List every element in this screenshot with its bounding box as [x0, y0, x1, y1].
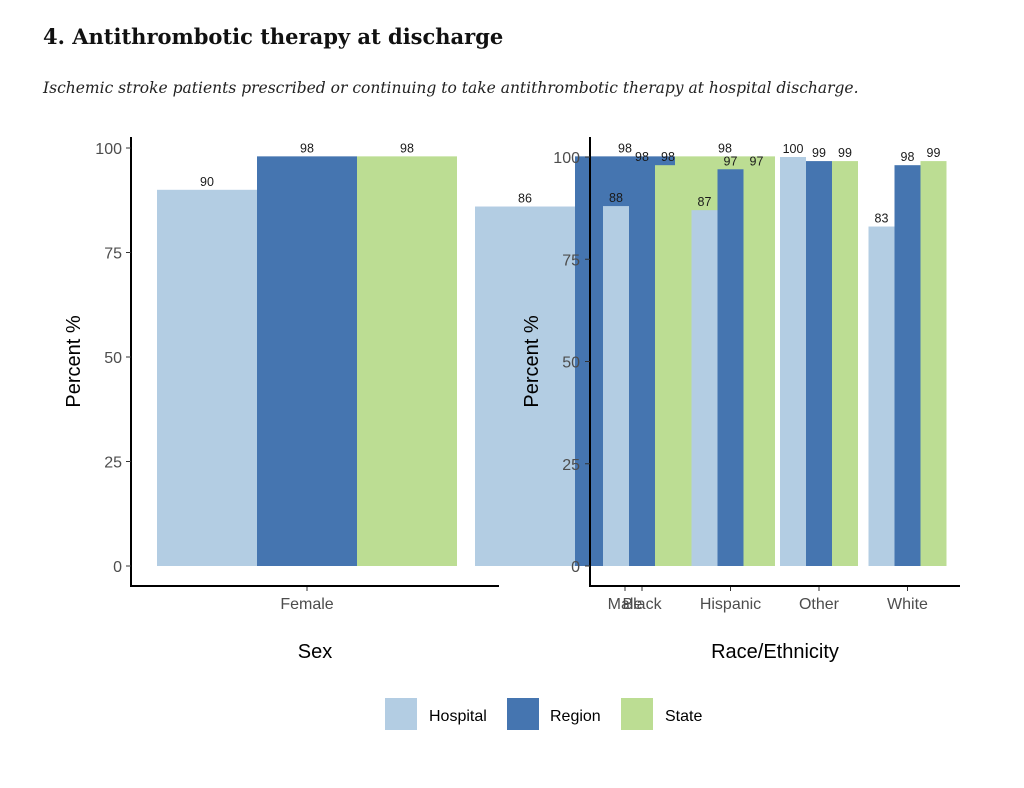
y-tick-label: 0: [571, 559, 580, 576]
bar-region-white: [894, 165, 921, 566]
y-tick-label: 0: [113, 559, 122, 576]
bar-hospital-male: [475, 206, 575, 566]
legend-key-region: [507, 698, 539, 730]
x-tick-label: Hispanic: [700, 596, 761, 613]
data-label: 98: [635, 150, 649, 164]
y-tick-label: 25: [104, 455, 122, 472]
x-axis-title: Race/Ethnicity: [711, 641, 839, 663]
y-tick-label: 100: [553, 150, 580, 167]
data-label: 98: [718, 141, 732, 155]
bar-hospital-female: [157, 189, 257, 567]
data-label: 99: [838, 146, 852, 160]
x-tick-label: Other: [799, 596, 840, 613]
legend-label-hospital: Hospital: [429, 708, 487, 725]
data-label: 98: [901, 150, 915, 164]
bar-hospital-white: [868, 226, 895, 566]
data-label: 87: [698, 195, 712, 209]
y-axis-title: Percent %: [521, 315, 543, 407]
bar-state-female: [357, 156, 457, 567]
bar-state-other: [832, 161, 858, 566]
bar-region-hispanic: [717, 169, 744, 566]
bar-state-white: [920, 161, 947, 566]
x-tick-label: White: [887, 596, 928, 613]
bar-region-black: [629, 165, 655, 566]
data-label: 97: [724, 154, 738, 168]
legend: Hospital Region State: [385, 698, 702, 730]
y-axis-title: Percent %: [63, 315, 85, 407]
data-label: 97: [750, 154, 764, 168]
y-tick-label: 100: [95, 141, 122, 158]
y-tick-label: 50: [104, 350, 122, 367]
bar-state-black: [655, 165, 681, 566]
x-tick-label: Female: [280, 596, 333, 613]
bar-state-hispanic: [743, 169, 770, 566]
data-label: 90: [200, 175, 214, 189]
data-label: 86: [518, 192, 532, 206]
bar-hospital-hispanic: [691, 210, 718, 567]
legend-label-region: Region: [550, 708, 601, 725]
x-tick-label: Male: [608, 596, 643, 613]
bar-region-female: [257, 156, 357, 567]
page-title: 4. Antithrombotic therapy at discharge: [43, 24, 504, 49]
y-tick-label: 75: [104, 246, 122, 263]
legend-label-state: State: [665, 708, 702, 725]
data-label: 98: [661, 150, 675, 164]
bar-region-other: [806, 161, 832, 566]
data-label: 98: [300, 141, 314, 155]
data-label: 99: [927, 146, 941, 160]
legend-key-hospital: [385, 698, 417, 730]
bar-hospital-black: [603, 206, 629, 566]
data-label: 83: [875, 212, 889, 226]
page-subtitle: Ischemic stroke patients prescribed or c…: [43, 79, 859, 97]
data-label: 88: [609, 191, 623, 205]
y-tick-label: 25: [562, 457, 580, 474]
data-label: 98: [618, 141, 632, 155]
y-tick-label: 50: [562, 355, 580, 372]
x-axis-title: Sex: [298, 641, 332, 663]
data-label: 99: [812, 146, 826, 160]
y-tick-label: 75: [562, 252, 580, 269]
data-label: 100: [783, 142, 804, 156]
bar-hospital-other: [780, 157, 806, 566]
data-label: 98: [400, 141, 414, 155]
legend-key-state: [621, 698, 653, 730]
x-tick-label: Black: [622, 596, 662, 613]
